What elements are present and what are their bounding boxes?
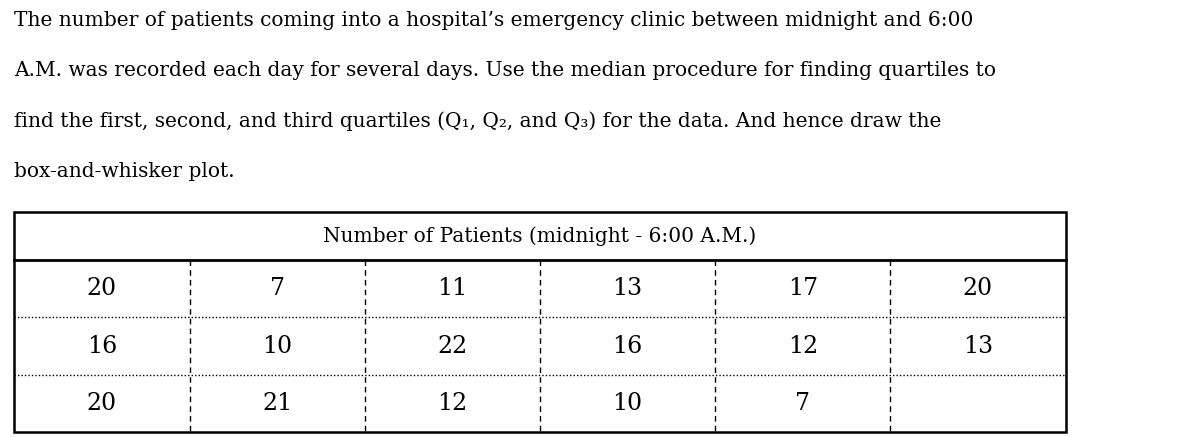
Text: 17: 17 (787, 277, 818, 300)
Text: 7: 7 (270, 277, 284, 300)
Text: 22: 22 (437, 335, 468, 357)
Text: 13: 13 (962, 335, 994, 357)
Text: The number of patients coming into a hospital’s emergency clinic between midnigh: The number of patients coming into a hos… (14, 11, 973, 30)
Text: A.M. was recorded each day for several days. Use the median procedure for findin: A.M. was recorded each day for several d… (14, 61, 996, 80)
Text: box-and-whisker plot.: box-and-whisker plot. (14, 162, 235, 180)
Text: find the first, second, and third quartiles (Q₁, Q₂, and Q₃) for the data. And h: find the first, second, and third quarti… (14, 111, 942, 131)
Text: 12: 12 (787, 335, 818, 357)
Text: 20: 20 (86, 277, 118, 300)
Text: 16: 16 (86, 335, 118, 357)
Text: Number of Patients (midnight - 6:00 A.M.): Number of Patients (midnight - 6:00 A.M.… (323, 226, 757, 246)
Text: 16: 16 (612, 335, 643, 357)
Bar (14, 212, 1066, 432)
Text: 7: 7 (796, 392, 810, 415)
Text: 20: 20 (962, 277, 994, 300)
Text: 12: 12 (437, 392, 468, 415)
Text: 20: 20 (86, 392, 118, 415)
Text: 10: 10 (262, 335, 293, 357)
Text: 11: 11 (437, 277, 468, 300)
Text: 10: 10 (612, 392, 643, 415)
Text: 21: 21 (262, 392, 293, 415)
Text: 13: 13 (612, 277, 643, 300)
